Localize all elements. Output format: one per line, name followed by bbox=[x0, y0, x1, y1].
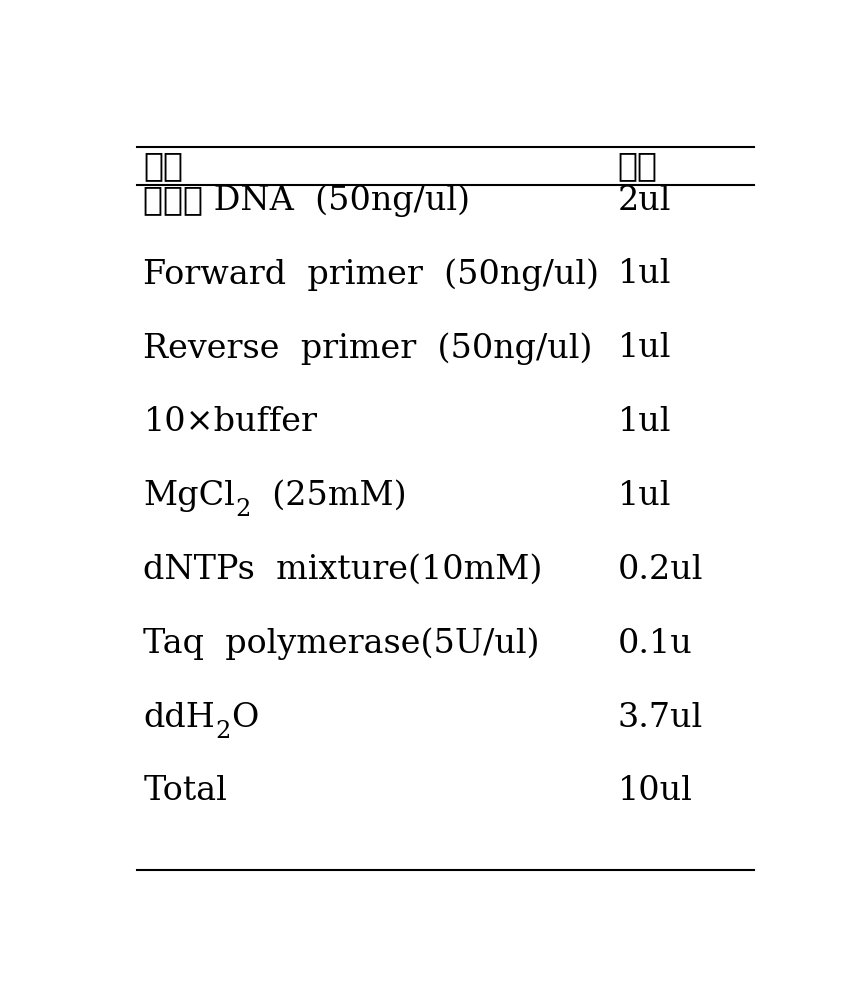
Text: 1ul: 1ul bbox=[618, 481, 671, 512]
Text: 2ul: 2ul bbox=[618, 185, 671, 217]
Text: 1ul: 1ul bbox=[618, 259, 671, 291]
Text: Forward  primer  (50ng/ul): Forward primer (50ng/ul) bbox=[144, 258, 599, 291]
Text: 体积: 体积 bbox=[618, 150, 657, 182]
Text: 2: 2 bbox=[235, 499, 251, 521]
Text: MgCl: MgCl bbox=[144, 481, 235, 512]
Text: ddH: ddH bbox=[144, 701, 216, 733]
Text: 油菜总 DNA  (50ng/ul): 油菜总 DNA (50ng/ul) bbox=[144, 185, 471, 217]
Text: Taq  polymerase(5U/ul): Taq polymerase(5U/ul) bbox=[144, 627, 540, 660]
Text: 0.1u: 0.1u bbox=[618, 627, 693, 659]
Text: 1ul: 1ul bbox=[618, 407, 671, 439]
Text: O: O bbox=[231, 701, 259, 733]
Text: 3.7ul: 3.7ul bbox=[618, 701, 703, 733]
Text: Total: Total bbox=[144, 775, 228, 807]
Text: 1ul: 1ul bbox=[618, 333, 671, 365]
Text: 成份: 成份 bbox=[144, 150, 183, 182]
Text: Reverse  primer  (50ng/ul): Reverse primer (50ng/ul) bbox=[144, 332, 593, 365]
Text: dNTPs  mixture(10mM): dNTPs mixture(10mM) bbox=[144, 553, 543, 585]
Text: 0.2ul: 0.2ul bbox=[618, 553, 704, 585]
Text: 10ul: 10ul bbox=[618, 775, 693, 807]
Text: 2: 2 bbox=[216, 720, 231, 743]
Text: (25mM): (25mM) bbox=[251, 481, 407, 512]
Text: 10×buffer: 10×buffer bbox=[144, 407, 318, 439]
